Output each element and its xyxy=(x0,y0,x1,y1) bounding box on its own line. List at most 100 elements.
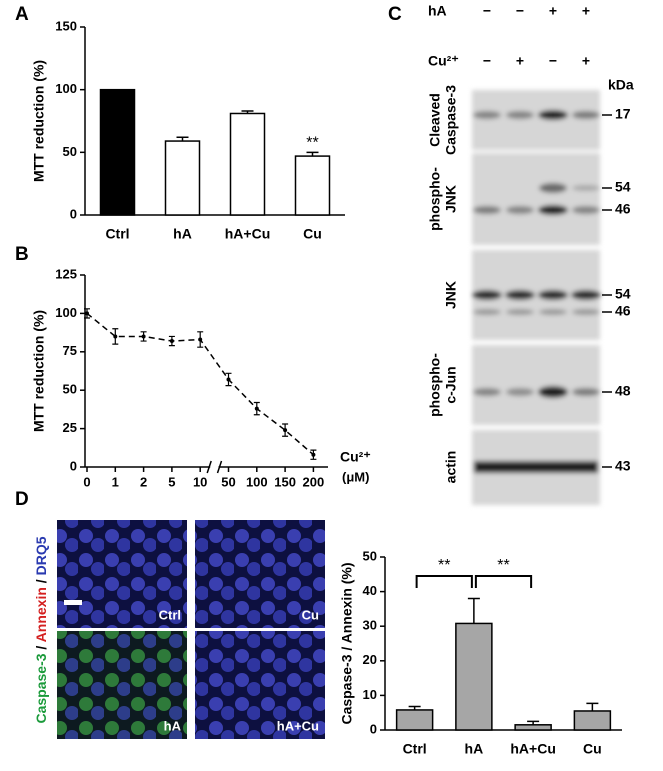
x-tick-label: 0 xyxy=(83,474,90,489)
band xyxy=(572,185,600,191)
band xyxy=(473,309,501,315)
significance: ** xyxy=(306,135,318,152)
x-tick-label: 2 xyxy=(140,474,147,489)
y-tick-label: 50 xyxy=(363,548,377,563)
row-label: JNK xyxy=(443,185,459,213)
panel-letter: A xyxy=(15,4,29,25)
point xyxy=(254,406,259,411)
stain-part: Caspase-3 xyxy=(33,653,49,723)
row-label: JNK xyxy=(443,281,459,309)
x-tick-label: 200 xyxy=(303,474,325,489)
significance: ** xyxy=(497,557,509,574)
error-bar xyxy=(241,110,254,114)
point xyxy=(141,334,146,339)
bar xyxy=(395,709,434,731)
x-tick-label: 10 xyxy=(193,474,207,489)
band xyxy=(506,388,534,396)
y-tick-label: 25 xyxy=(63,420,77,435)
row-label: Caspase-3 xyxy=(443,85,459,155)
y-tick-label: 30 xyxy=(363,618,377,633)
band xyxy=(472,290,502,300)
band xyxy=(538,386,568,398)
band xyxy=(506,111,534,119)
treatment-sign: + xyxy=(582,3,590,19)
blot-strip xyxy=(472,345,600,425)
x-tick-label: 150 xyxy=(274,474,296,489)
band xyxy=(571,290,601,300)
stain-label: Caspase-3 / Annexin / DRQ5 xyxy=(33,536,49,723)
x-tick-label: Cu xyxy=(583,741,602,757)
x-tick-label: Cu xyxy=(303,226,322,242)
band xyxy=(474,461,598,473)
band xyxy=(572,388,600,396)
x-axis-label: Cu²⁺ xyxy=(340,449,371,465)
band xyxy=(539,183,567,193)
panel-letter: B xyxy=(15,244,29,265)
y-tick-label: 125 xyxy=(55,266,77,281)
significance: ** xyxy=(438,557,450,574)
significance-bracket xyxy=(415,575,473,588)
y-tick-label: 40 xyxy=(363,583,377,598)
y-tick-label: 0 xyxy=(370,721,377,736)
x-tick-label: Ctrl xyxy=(105,226,129,242)
x-tick-label: Ctrl xyxy=(403,741,427,757)
y-tick-label: 0 xyxy=(70,458,77,473)
mw-label: 48 xyxy=(615,383,631,399)
row-label: phospho- xyxy=(427,353,443,417)
mw-label: 46 xyxy=(615,201,631,217)
treatment-sign: + xyxy=(582,53,590,69)
stain-part: DRQ5 xyxy=(33,536,49,575)
bar xyxy=(99,88,136,216)
row-label: Cleaved xyxy=(427,93,443,147)
y-tick-label: 20 xyxy=(363,652,377,667)
band xyxy=(505,290,535,300)
stain-part: Annexin xyxy=(33,587,49,642)
y-axis-label: MTT reduction (%) xyxy=(31,60,47,182)
stain-part: / xyxy=(33,575,49,587)
blot-image xyxy=(472,90,601,505)
blot-strip xyxy=(472,90,600,150)
micrograph-label: hA xyxy=(164,718,182,733)
micrograph xyxy=(195,520,325,628)
error-bar xyxy=(176,136,189,142)
error-bar xyxy=(586,702,599,711)
x-tick-label: 50 xyxy=(221,474,235,489)
band xyxy=(506,309,534,315)
band xyxy=(572,206,600,214)
micrograph-label: Cu xyxy=(302,607,319,622)
error-bar xyxy=(408,705,421,710)
x-tick-label: hA+Cu xyxy=(225,226,271,242)
micrograph xyxy=(195,631,325,739)
x-tick-label: 1 xyxy=(112,474,119,489)
treatment-sign: − xyxy=(483,3,491,19)
bar xyxy=(229,112,266,216)
treatment-label: hA xyxy=(428,3,447,19)
treatment-sign: − xyxy=(516,3,524,19)
band xyxy=(572,309,600,315)
y-tick-label: 50 xyxy=(63,382,77,397)
treatment-sign: − xyxy=(549,53,557,69)
y-axis-label: Caspase-3 / Annexin (%) xyxy=(339,562,355,724)
axis-break xyxy=(206,460,212,474)
mw-label: 54 xyxy=(615,286,631,302)
stain-part: / xyxy=(33,642,49,653)
panel-letter: C xyxy=(388,4,402,25)
bar xyxy=(164,140,201,216)
band xyxy=(538,290,568,300)
band xyxy=(539,309,567,315)
bar xyxy=(455,622,493,731)
micrograph-label: hA+Cu xyxy=(277,718,319,733)
point xyxy=(226,377,231,382)
point xyxy=(169,339,174,344)
band xyxy=(506,206,534,214)
error-bar xyxy=(467,597,480,624)
treatment-sign: + xyxy=(516,53,524,69)
point xyxy=(113,334,118,339)
y-tick-label: 0 xyxy=(70,206,77,221)
micrograph xyxy=(57,631,187,739)
panel-letter: D xyxy=(15,489,29,510)
unit-label: kDa xyxy=(608,77,634,93)
mw-label: 46 xyxy=(615,303,631,319)
band xyxy=(538,110,568,120)
y-tick-label: 50 xyxy=(63,144,77,159)
